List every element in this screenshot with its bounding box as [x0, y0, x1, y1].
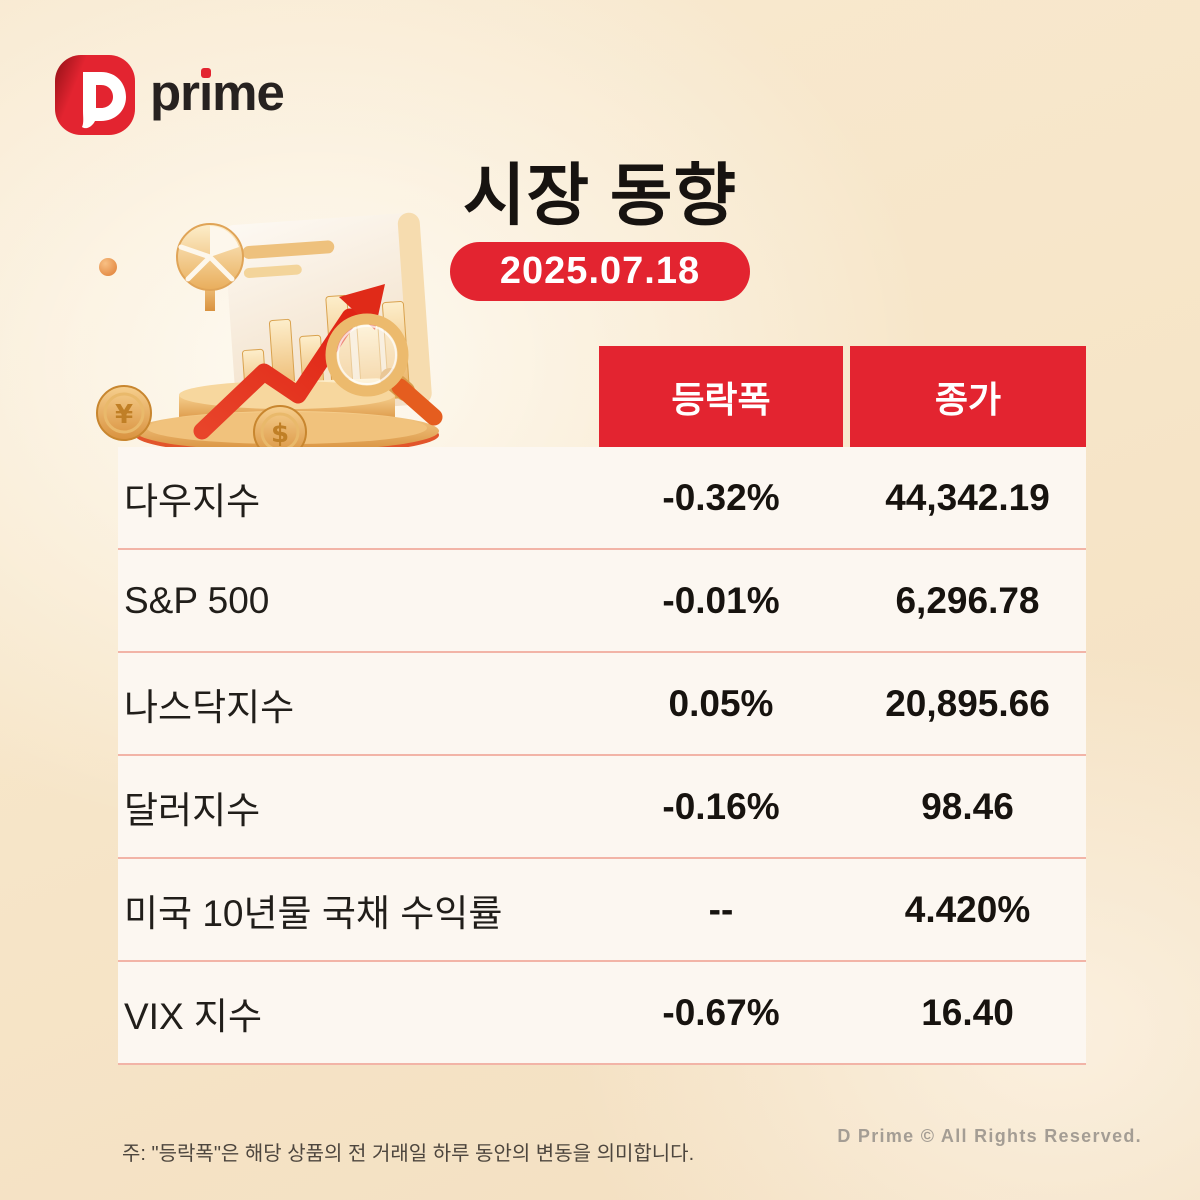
dprime-logo-text: prıme	[150, 63, 285, 124]
footnote-line1: 주: "등락폭"은 해당 상품의 전 거래일 하루 동안의 변동을 의미합니다.	[122, 1143, 695, 1165]
table-row-sp500: S&P 500 -0.01% 6,296.78	[118, 550, 1086, 653]
panel-strip	[243, 264, 302, 278]
market-growth-illustration: ¥ $	[96, 212, 443, 459]
row-change: --	[708, 888, 734, 930]
table-row-us10y: 미국 10년물 국채 수익률 -- 4.420%	[118, 859, 1086, 962]
column-header-close: 종가	[850, 346, 1086, 447]
magnifying-glass-icon	[325, 313, 443, 426]
row-close: 6,296.78	[895, 579, 1040, 621]
date-label: 2025.07.18	[499, 250, 701, 292]
column-header-change-label: 등락폭	[671, 378, 771, 420]
row-label: 미국 10년물 국채 수익률	[124, 892, 503, 934]
logo-text-pr: pr	[150, 63, 200, 121]
market-table: 다우지수 -0.32% 44,342.19 S&P 500 -0.01% 6,2…	[118, 447, 1086, 1065]
orange-ball	[99, 258, 117, 276]
column-header-close-label: 종가	[934, 378, 1002, 420]
table-row-dow: 다우지수 -0.32% 44,342.19	[118, 447, 1086, 550]
table-row-dollar-index: 달러지수 -0.16% 98.46	[118, 756, 1086, 859]
row-change: -0.67%	[662, 991, 780, 1033]
row-label: S&P 500	[124, 579, 270, 621]
row-label: 다우지수	[124, 480, 261, 522]
row-label: 달러지수	[124, 789, 261, 831]
page-title: 시장 동향	[462, 158, 738, 234]
svg-text:¥: ¥	[115, 400, 133, 430]
date-badge: 2025.07.18	[450, 242, 750, 301]
row-change: -0.16%	[662, 785, 780, 827]
copyright-text: D Prime © All Rights Reserved.	[837, 1126, 1142, 1146]
row-close: 44,342.19	[885, 476, 1050, 518]
row-change: 0.05%	[668, 682, 774, 724]
dprime-logo-icon	[55, 55, 135, 135]
logo-text-i: ı	[199, 63, 213, 121]
pie-chart-icon	[176, 223, 244, 311]
row-label: 나스닥지수	[124, 686, 295, 728]
yen-coin-icon: ¥	[96, 385, 152, 441]
row-change: -0.01%	[662, 579, 780, 621]
table-row-vix: VIX 지수 -0.67% 16.40	[118, 962, 1086, 1065]
row-label: VIX 지수	[124, 995, 262, 1037]
logo-red-dot-i: ı	[199, 63, 213, 121]
svg-text:$: $	[271, 419, 289, 449]
row-close: 20,895.66	[885, 682, 1050, 724]
table-row-nasdaq: 나스닥지수 0.05% 20,895.66	[118, 653, 1086, 756]
row-close: 16.40	[921, 991, 1014, 1033]
dprime-logo: prıme	[55, 55, 285, 135]
panel-strip	[242, 240, 335, 259]
column-header-change: 등락폭	[599, 346, 843, 447]
row-close: 4.420%	[904, 888, 1031, 930]
footnotes: 주: "등락폭"은 해당 상품의 전 거래일 하루 동안의 변동을 의미합니다.…	[122, 1079, 694, 1200]
row-close: 98.46	[921, 785, 1014, 827]
row-change: -0.32%	[662, 476, 780, 518]
logo-text-me: me	[212, 63, 285, 121]
